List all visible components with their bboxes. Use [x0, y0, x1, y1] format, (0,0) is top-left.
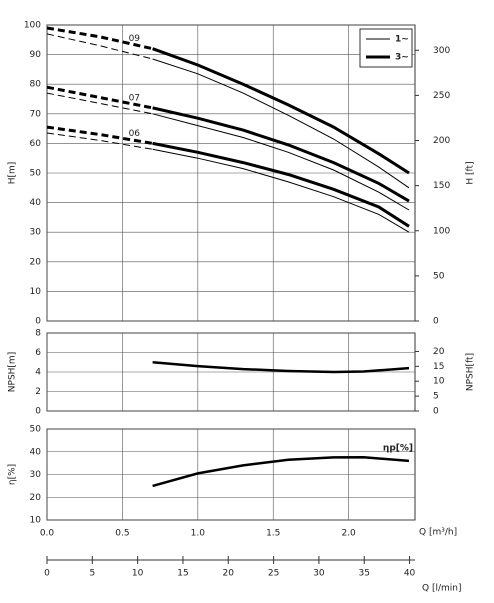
- y-tick-label: 50: [30, 425, 42, 435]
- y2-axis-label: NPSH[ft]: [466, 353, 476, 391]
- annotation: ηp[%]: [383, 443, 413, 453]
- y-axis-label: NPSH[m]: [8, 352, 18, 392]
- curve: [152, 455, 410, 488]
- y2-tick-label: 50: [433, 271, 445, 281]
- x-tick-label: 2.0: [341, 529, 356, 539]
- y-tick-label: 60: [30, 139, 42, 149]
- y-tick-label: 30: [30, 470, 42, 480]
- curve: [152, 148, 410, 233]
- x2-tick-label: 5: [89, 569, 95, 579]
- x2-tick-label: 20: [223, 569, 235, 579]
- y-tick-label: 30: [30, 228, 42, 238]
- model-label: 09: [129, 34, 141, 44]
- curve: [152, 113, 410, 211]
- y-tick-label: 90: [30, 50, 42, 60]
- model-label: 07: [129, 93, 140, 103]
- x-tick-label: 0.0: [40, 529, 55, 539]
- y-tick-label: 10: [30, 516, 42, 526]
- curve-extrapolated: [46, 125, 153, 145]
- y-tick-label: 20: [30, 257, 42, 267]
- y2-tick-label: 0: [433, 317, 439, 327]
- y2-tick-label: 200: [433, 136, 450, 146]
- x2-tick-label: 25: [268, 569, 279, 579]
- y-axis-label: η[%]: [8, 464, 18, 485]
- x2-tick-label: 30: [313, 569, 325, 579]
- x-axis-label: Q [m³/h]: [419, 528, 457, 538]
- curve: [152, 58, 410, 189]
- y-tick-label: 100: [24, 21, 41, 31]
- curve: [152, 141, 410, 228]
- y2-axis-label: H [ft]: [466, 161, 476, 184]
- y2-tick-label: 300: [433, 46, 450, 56]
- y2-tick-label: 15: [433, 362, 444, 372]
- x-tick-label: 0.5: [115, 529, 129, 539]
- y2-tick-label: 10: [433, 377, 445, 387]
- curve-extrapolated: [46, 26, 153, 51]
- curve: [152, 361, 410, 374]
- y-tick-label: 0: [35, 407, 41, 417]
- y-tick-label: 80: [30, 80, 42, 90]
- y2-tick-label: 0: [433, 407, 439, 417]
- x2-tick-label: 0: [44, 569, 50, 579]
- y2-tick-label: 20: [433, 347, 445, 357]
- y-tick-label: 8: [35, 329, 41, 339]
- y-tick-label: 70: [30, 109, 42, 119]
- y-tick-label: 0: [35, 317, 41, 327]
- curve: [152, 106, 410, 203]
- x2-axis-label: Q [l/min]: [422, 584, 461, 594]
- y2-tick-label: 100: [433, 226, 450, 236]
- curve-extrapolated: [46, 33, 153, 60]
- y-tick-label: 4: [35, 368, 41, 378]
- x-tick-label: 1.0: [191, 529, 206, 539]
- y-tick-label: 40: [30, 198, 42, 208]
- legend-box: [359, 28, 413, 68]
- x2-tick-label: 40: [404, 569, 416, 579]
- y-axis-label: H[m]: [8, 162, 18, 185]
- x2-tick-label: 35: [359, 569, 370, 579]
- curve-extrapolated: [46, 85, 153, 110]
- y-tick-label: 10: [30, 287, 42, 297]
- curve: [152, 47, 410, 175]
- legend-label: 1~: [395, 35, 409, 45]
- y-tick-label: 2: [35, 387, 41, 397]
- curve-extrapolated: [46, 92, 153, 115]
- y-tick-label: 50: [30, 169, 42, 179]
- x2-tick-label: 10: [132, 569, 144, 579]
- y2-tick-label: 250: [433, 91, 450, 101]
- y-tick-label: 20: [30, 493, 42, 503]
- model-label: 06: [129, 129, 141, 139]
- curve-extrapolated: [46, 132, 153, 150]
- x2-tick-label: 15: [177, 569, 188, 579]
- y2-tick-label: 150: [433, 181, 450, 191]
- y-tick-label: 40: [30, 447, 42, 457]
- y2-tick-label: 5: [433, 392, 439, 402]
- y-tick-label: 6: [35, 348, 41, 358]
- legend-label: 3~: [395, 53, 409, 63]
- x-tick-label: 1.5: [266, 529, 280, 539]
